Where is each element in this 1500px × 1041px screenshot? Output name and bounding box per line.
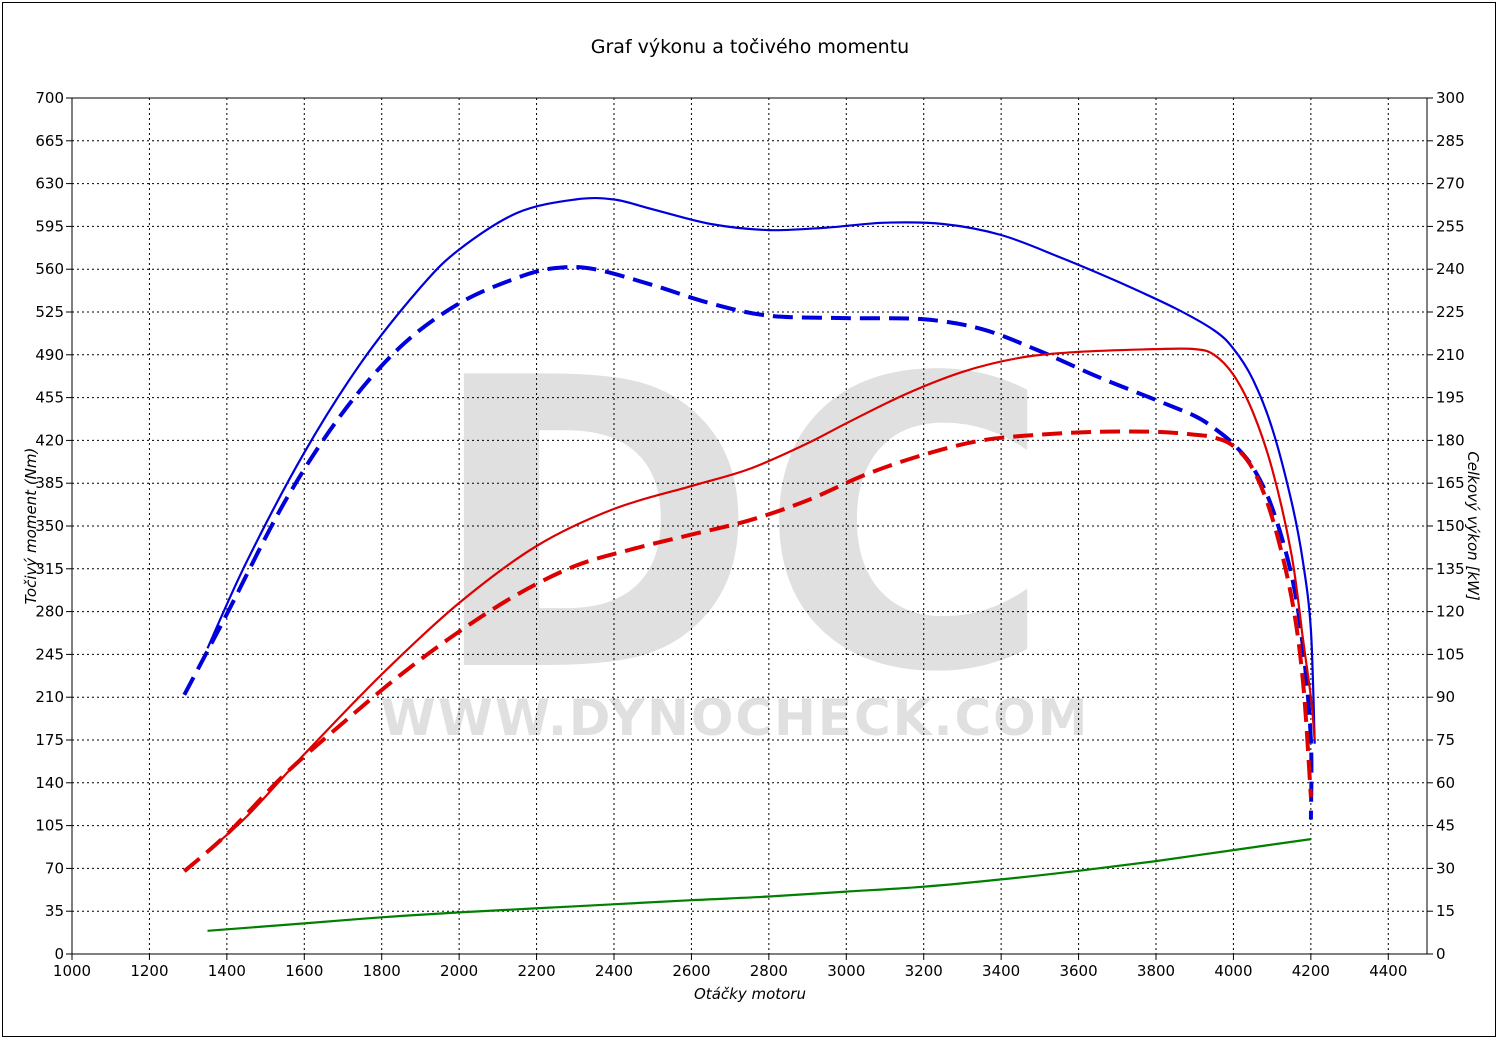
y-right-tick-label: 75 bbox=[1436, 731, 1455, 749]
y-right-tick-label: 210 bbox=[1436, 346, 1465, 364]
x-tick-label: 1000 bbox=[53, 962, 91, 980]
x-tick-label: 3800 bbox=[1137, 962, 1175, 980]
x-tick-label: 1800 bbox=[363, 962, 401, 980]
x-tick-label: 2200 bbox=[517, 962, 555, 980]
watermark-url: WWW.DYNOCHECK.COM bbox=[381, 689, 1090, 747]
y-left-tick-label: 385 bbox=[35, 474, 64, 492]
y-left-tick-label: 280 bbox=[35, 603, 64, 621]
y-left-tick-label: 210 bbox=[35, 688, 64, 706]
y-left-tick-label: 350 bbox=[35, 517, 64, 535]
y-left-axis-label: Točivý moment (Nm) bbox=[22, 448, 40, 605]
y-left-tick-label: 70 bbox=[45, 859, 64, 877]
watermark-logo: DC bbox=[427, 295, 1053, 760]
x-tick-label: 2600 bbox=[672, 962, 710, 980]
y-right-tick-label: 150 bbox=[1436, 517, 1465, 535]
y-left-tick-label: 35 bbox=[45, 902, 64, 920]
y-left-tick-label: 175 bbox=[35, 731, 64, 749]
series-line-4 bbox=[182, 429, 1313, 873]
y-left-tick-label: 700 bbox=[35, 89, 64, 107]
x-tick-label: 1600 bbox=[285, 962, 323, 980]
y-left-tick-label: 0 bbox=[54, 945, 64, 963]
y-left-tick-label: 560 bbox=[35, 260, 64, 278]
y-left-tick-label: 525 bbox=[35, 303, 64, 321]
y-right-tick-label: 285 bbox=[1436, 132, 1465, 150]
x-tick-labels: 1000 1200 1400 1600 1800 2000 2200 2400 2600 2800… bbox=[53, 954, 1407, 980]
x-tick-label: 2000 bbox=[440, 962, 478, 980]
y-right-tick-label: 180 bbox=[1436, 431, 1465, 449]
y-right-tick-label: 195 bbox=[1436, 389, 1465, 407]
y-right-tick-label: 90 bbox=[1436, 688, 1455, 706]
y-right-tick-label: 165 bbox=[1436, 474, 1465, 492]
y-right-tick-label: 15 bbox=[1436, 902, 1455, 920]
y-left-tick-label: 455 bbox=[35, 389, 64, 407]
series-line-2 bbox=[182, 264, 1314, 820]
y-right-tick-label: 120 bbox=[1436, 603, 1465, 621]
y-left-tick-label: 665 bbox=[35, 132, 64, 150]
x-tick-label: 2400 bbox=[595, 962, 633, 980]
y-right-tick-label: 45 bbox=[1436, 817, 1455, 835]
x-tick-label: 2800 bbox=[750, 962, 788, 980]
series-line-5 bbox=[207, 838, 1312, 932]
y-right-axis-label: Celkový výkon [kW] bbox=[1464, 451, 1482, 601]
y-right-tick-label: 135 bbox=[1436, 560, 1465, 578]
y-right-tick-label: 255 bbox=[1436, 217, 1465, 235]
y-right-tick-label: 225 bbox=[1436, 303, 1465, 321]
y-left-tick-label: 315 bbox=[35, 560, 64, 578]
x-axis-label: Otáčky motoru bbox=[694, 985, 806, 1003]
y-right-tick-label: 105 bbox=[1436, 645, 1465, 663]
y-left-tick-label: 420 bbox=[35, 431, 64, 449]
y-right-tick-label: 60 bbox=[1436, 774, 1455, 792]
x-tick-label: 3000 bbox=[827, 962, 865, 980]
y-right-tick-label: 0 bbox=[1436, 945, 1446, 963]
y-left-tick-label: 140 bbox=[35, 774, 64, 792]
chart-title: Graf výkonu a točivého momentu bbox=[591, 36, 909, 58]
y-left-tick-label: 595 bbox=[35, 217, 64, 235]
x-tick-label: 4200 bbox=[1292, 962, 1330, 980]
x-tick-label: 3600 bbox=[1059, 962, 1097, 980]
x-tick-label: 4000 bbox=[1214, 962, 1252, 980]
x-tick-label: 4400 bbox=[1369, 962, 1407, 980]
y-left-tick-label: 245 bbox=[35, 645, 64, 663]
x-tick-label: 3200 bbox=[905, 962, 943, 980]
y-left-tick-labels: 0 35 70 105 140 175 210 245 280 315 350 385 420 455 49… bbox=[35, 89, 72, 963]
series-line-1 bbox=[206, 196, 1316, 744]
series-group bbox=[182, 196, 1316, 932]
y-left-tick-label: 490 bbox=[35, 346, 64, 364]
x-tick-label: 3400 bbox=[982, 962, 1020, 980]
x-tick-label: 1200 bbox=[130, 962, 168, 980]
series-line-3 bbox=[206, 347, 1316, 853]
y-right-tick-label: 300 bbox=[1436, 89, 1465, 107]
y-right-tick-label: 30 bbox=[1436, 859, 1455, 877]
watermark: DC WWW.DYNOCHECK.COM bbox=[381, 295, 1090, 760]
y-right-tick-label: 240 bbox=[1436, 260, 1465, 278]
x-tick-label: 1400 bbox=[208, 962, 246, 980]
y-right-tick-label: 270 bbox=[1436, 175, 1465, 193]
y-left-tick-label: 630 bbox=[35, 175, 64, 193]
y-right-tick-labels: 0 15 30 45 60 75 90 105 120 135 150 165 180 195 210 225… bbox=[1427, 89, 1465, 963]
y-left-tick-label: 105 bbox=[35, 817, 64, 835]
